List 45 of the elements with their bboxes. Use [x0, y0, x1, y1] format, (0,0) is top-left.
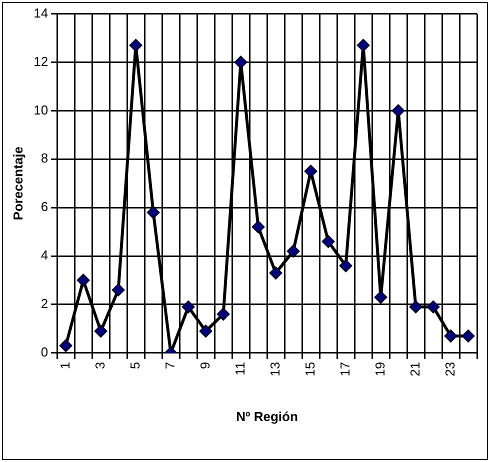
point [426, 300, 440, 314]
x-tick-label: 3 [92, 362, 108, 370]
y-tick-label: 6 [40, 199, 48, 214]
x-tick-label: 13 [267, 362, 282, 376]
x-tick-label: 21 [407, 362, 422, 376]
point [216, 308, 230, 321]
point [234, 56, 248, 69]
y-tick-label: 10 [34, 102, 48, 118]
x-tick-label: 7 [162, 362, 178, 370]
point [339, 259, 352, 272]
point [462, 329, 475, 342]
x-axis-title: Nº Región [236, 408, 298, 424]
x-tick-label: 5 [127, 362, 142, 370]
point [304, 164, 318, 178]
point [182, 300, 195, 314]
y-tick-label: 2 [40, 296, 48, 312]
point [94, 324, 108, 338]
y-tick-label: 8 [40, 150, 48, 166]
x-tick-label: 9 [197, 362, 212, 370]
point [269, 266, 282, 280]
point [199, 324, 212, 338]
y-tick-label: 12 [34, 54, 48, 69]
point [356, 38, 370, 52]
x-tick-label: 19 [372, 362, 388, 376]
y-tick-label: 4 [40, 248, 48, 263]
x-tick-label: 17 [337, 362, 352, 376]
point [444, 329, 458, 342]
point [322, 235, 335, 248]
point [392, 104, 405, 118]
point [112, 283, 125, 296]
x-tick-label: 11 [232, 362, 248, 376]
point [76, 274, 90, 287]
point [146, 206, 160, 219]
y-axis-title: Porecentaje [10, 146, 26, 220]
y-tick-label: 0 [40, 344, 48, 360]
point [129, 38, 142, 52]
x-tick-label: 1 [57, 362, 72, 370]
point [409, 300, 422, 314]
point [59, 339, 72, 352]
x-tick-label: 23 [442, 362, 458, 376]
point [286, 244, 300, 258]
y-tick-label: 14 [34, 5, 48, 20]
point [374, 290, 388, 304]
point [252, 220, 265, 234]
x-tick-label: 15 [302, 362, 318, 376]
